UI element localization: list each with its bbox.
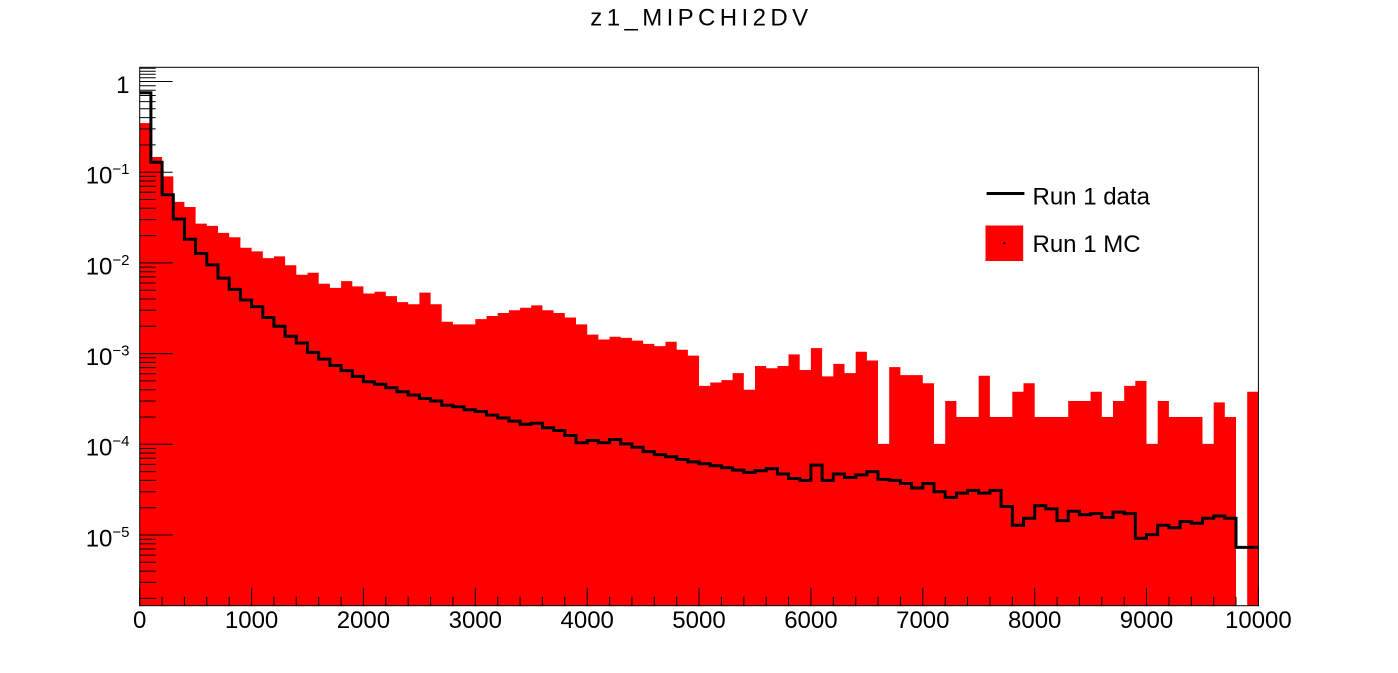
svg-text:6000: 6000 — [784, 607, 837, 634]
svg-text:0: 0 — [133, 607, 146, 634]
svg-text:7000: 7000 — [896, 607, 949, 634]
svg-text:10000: 10000 — [1225, 607, 1292, 634]
svg-text:9000: 9000 — [1120, 607, 1173, 634]
svg-text:4000: 4000 — [561, 607, 614, 634]
svg-text:2000: 2000 — [337, 607, 390, 634]
svg-text:Run 1 MC: Run 1 MC — [1033, 231, 1141, 258]
svg-text:1: 1 — [116, 72, 129, 99]
svg-text:10−2: 10−2 — [86, 252, 130, 281]
svg-text:5000: 5000 — [672, 607, 725, 634]
svg-text:8000: 8000 — [1008, 607, 1061, 634]
svg-text:z1_MIPCHI2DV: z1_MIPCHI2DV — [590, 5, 812, 32]
svg-text:3000: 3000 — [449, 607, 502, 634]
svg-text:Run 1 data: Run 1 data — [1033, 183, 1151, 210]
svg-text:1000: 1000 — [225, 607, 278, 634]
